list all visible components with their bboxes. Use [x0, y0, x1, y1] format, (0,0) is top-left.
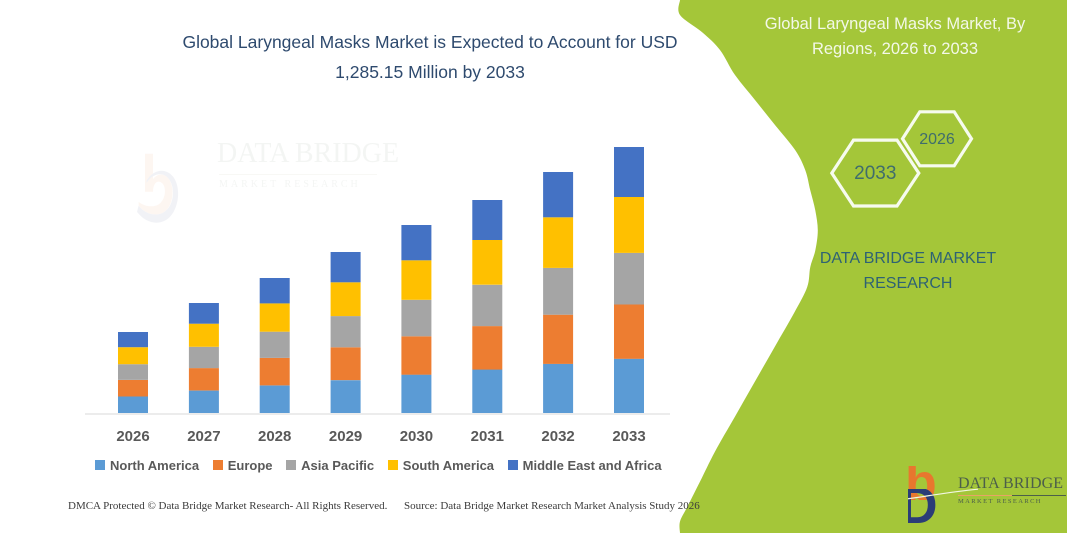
svg-text:2033: 2033: [854, 163, 896, 184]
svg-text:2026: 2026: [919, 131, 955, 148]
